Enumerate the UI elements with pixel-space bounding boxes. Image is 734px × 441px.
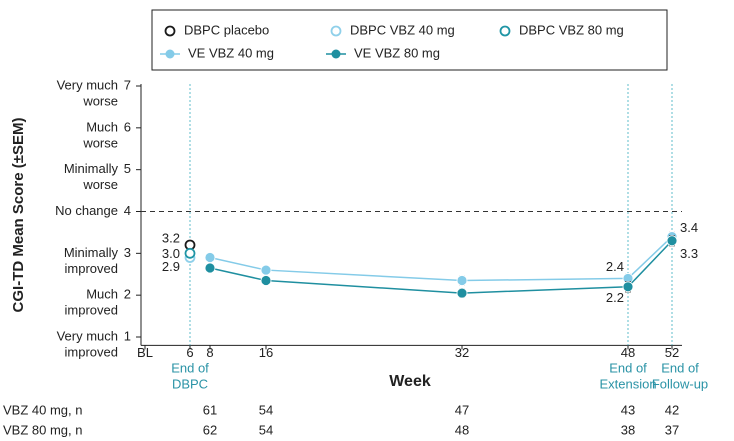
table-row-label: VBZ 80 mg, n xyxy=(3,422,82,437)
data-point xyxy=(456,275,468,286)
x-tick-label: 48 xyxy=(621,345,635,360)
y-tick-text: Much xyxy=(86,119,118,134)
data-label: 3.3 xyxy=(680,246,698,261)
data-point xyxy=(456,287,468,299)
x-tick-label: 52 xyxy=(665,345,679,360)
y-tick-label: 1 xyxy=(124,328,131,343)
y-tick-text: worse xyxy=(82,135,118,150)
y-tick-text: Very much xyxy=(57,328,118,343)
y-tick-label: 6 xyxy=(124,119,131,134)
milestone-label: DBPC xyxy=(172,376,208,391)
y-tick-text: No change xyxy=(55,203,118,218)
series-line xyxy=(209,236,673,282)
milestone-label: Follow-up xyxy=(652,376,708,391)
y-tick-text: improved xyxy=(65,344,118,359)
table-cell: 54 xyxy=(259,422,273,437)
x-tick-label: 32 xyxy=(455,345,469,360)
legend-marker xyxy=(165,49,175,59)
data-label: 3.2 xyxy=(162,230,180,245)
legend-marker xyxy=(330,25,342,37)
legend-label: VE VBZ 80 mg xyxy=(354,45,440,60)
y-tick-label: 5 xyxy=(124,161,131,176)
x-tick-label: 8 xyxy=(206,345,213,360)
table-cell: 38 xyxy=(621,422,635,437)
legend-label: DBPC placebo xyxy=(184,22,269,37)
data-point xyxy=(666,235,678,247)
table-cell: 42 xyxy=(665,402,679,417)
x-tick-label: 16 xyxy=(259,345,273,360)
data-label: 3.0 xyxy=(162,246,180,261)
data-point xyxy=(260,264,272,276)
legend-marker xyxy=(164,25,176,37)
table-cell: 48 xyxy=(455,422,469,437)
y-tick-text: Very much xyxy=(57,77,118,92)
legend-label: VE VBZ 40 mg xyxy=(188,45,274,60)
table-cell: 62 xyxy=(203,422,217,437)
table-cell: 37 xyxy=(665,422,679,437)
data-point xyxy=(184,247,196,259)
x-tick-label: 6 xyxy=(186,345,193,360)
series-line xyxy=(209,240,673,294)
x-tick-label: BL xyxy=(137,345,153,360)
milestone-label: End of xyxy=(609,360,647,375)
x-axis-label: Week xyxy=(389,373,431,390)
y-axis-label: CGI-TD Mean Score (±SEM) xyxy=(10,118,27,313)
y-tick-text: improved xyxy=(65,303,118,318)
y-tick-text: Minimally xyxy=(64,245,119,260)
milestone-label: End of xyxy=(661,360,699,375)
table-cell: 61 xyxy=(203,402,217,417)
legend-marker xyxy=(331,49,341,59)
y-tick-label: 2 xyxy=(124,287,131,302)
data-point xyxy=(204,252,216,263)
table-cell: 47 xyxy=(455,402,469,417)
y-tick-label: 4 xyxy=(124,203,131,218)
y-tick-text: Minimally xyxy=(64,161,119,176)
table-cell: 54 xyxy=(259,402,273,417)
legend-box xyxy=(151,9,668,71)
table-row-label: VBZ 40 mg, n xyxy=(3,402,82,417)
y-tick-label: 3 xyxy=(124,245,131,260)
milestone-label: End of xyxy=(171,360,209,375)
y-tick-text: worse xyxy=(82,93,118,108)
y-tick-text: Much xyxy=(86,287,118,302)
data-point xyxy=(622,281,634,293)
legend-label: DBPC VBZ 80 mg xyxy=(519,22,624,37)
y-tick-text: worse xyxy=(82,177,118,192)
milestone-label: Extension xyxy=(599,376,656,391)
data-label: 2.4 xyxy=(606,259,624,274)
data-label: 3.4 xyxy=(680,220,698,235)
y-tick-label: 7 xyxy=(124,77,131,92)
data-label: 2.2 xyxy=(606,290,624,305)
data-label: 2.9 xyxy=(162,259,180,274)
legend-marker xyxy=(499,25,511,37)
data-point xyxy=(260,275,272,286)
legend-label: DBPC VBZ 40 mg xyxy=(350,22,455,37)
table-cell: 43 xyxy=(621,402,635,417)
data-point xyxy=(204,262,216,274)
y-tick-text: improved xyxy=(65,261,118,276)
